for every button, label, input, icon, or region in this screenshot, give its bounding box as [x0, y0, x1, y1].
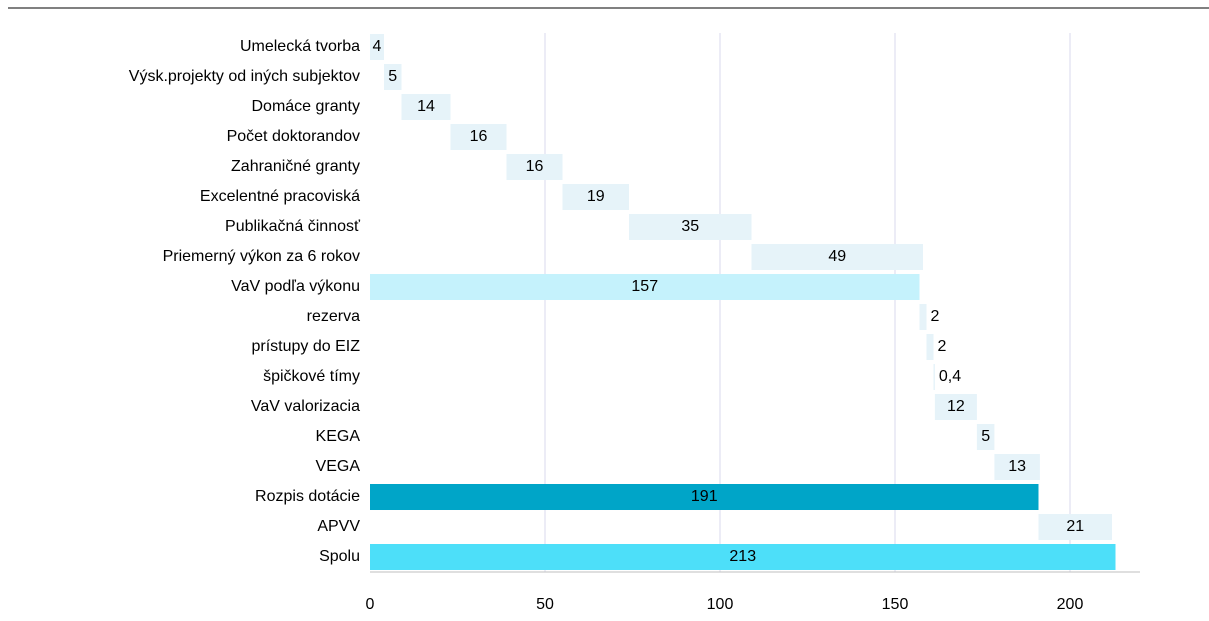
data-label: 2	[938, 338, 947, 355]
data-label: 16	[470, 128, 488, 145]
bar	[506, 154, 563, 180]
bar	[370, 274, 920, 300]
bar	[562, 184, 629, 210]
bar	[629, 214, 752, 240]
category-label: Počet doktorandov	[227, 128, 360, 145]
bar	[1038, 514, 1112, 540]
category-label: VaV valorizacia	[251, 398, 360, 415]
bar	[370, 484, 1039, 510]
data-label: 16	[526, 158, 544, 175]
bar	[370, 544, 1116, 570]
x-tick-label: 0	[366, 596, 375, 613]
bar	[370, 34, 384, 60]
x-tick-label: 100	[707, 596, 734, 613]
category-label: APVV	[317, 518, 360, 535]
bar	[384, 64, 402, 90]
category-label: Umelecká tvorba	[240, 38, 360, 55]
category-label: prístupy do EIZ	[252, 338, 361, 355]
data-label: 0,4	[939, 368, 961, 385]
category-label: Domáce granty	[252, 98, 361, 115]
data-label: 157	[631, 278, 658, 295]
bar	[450, 124, 507, 150]
bar	[933, 364, 935, 390]
category-label: Výsk.projekty od iných subjektov	[129, 68, 360, 85]
category-label: Excelentné pracoviská	[200, 188, 360, 205]
category-label: Spolu	[319, 548, 360, 565]
data-label: 35	[681, 218, 699, 235]
category-label: Zahraničné granty	[231, 158, 360, 175]
category-label: VaV podľa výkonu	[231, 278, 360, 295]
data-label: 49	[828, 248, 846, 265]
x-tick-label: 50	[536, 596, 554, 613]
data-label: 2	[931, 308, 940, 325]
data-label: 19	[587, 188, 605, 205]
data-label: 5	[388, 68, 397, 85]
category-label: Rozpis dotácie	[255, 488, 360, 505]
category-label: Publikačná činnosť	[225, 218, 361, 235]
data-label: 12	[947, 398, 965, 415]
data-label: 191	[691, 488, 718, 505]
x-tick-label: 150	[882, 596, 909, 613]
data-label: 21	[1066, 518, 1084, 535]
data-label: 14	[417, 98, 435, 115]
category-label: KEGA	[316, 428, 361, 445]
bar	[926, 334, 934, 360]
bar	[919, 304, 927, 330]
data-label: 213	[729, 548, 756, 565]
bar	[976, 424, 995, 450]
bar	[401, 94, 451, 120]
category-label: špičkové tímy	[263, 368, 360, 385]
data-label: 13	[1008, 458, 1026, 475]
bar	[934, 394, 977, 420]
category-label: Priemerný výkon za 6 rokov	[163, 248, 360, 265]
data-label: 4	[373, 38, 382, 55]
category-label: VEGA	[316, 458, 361, 475]
bar	[994, 454, 1040, 480]
category-label: rezerva	[307, 308, 360, 325]
data-label: 5	[981, 428, 990, 445]
bar	[751, 244, 923, 270]
x-tick-label: 200	[1057, 596, 1084, 613]
